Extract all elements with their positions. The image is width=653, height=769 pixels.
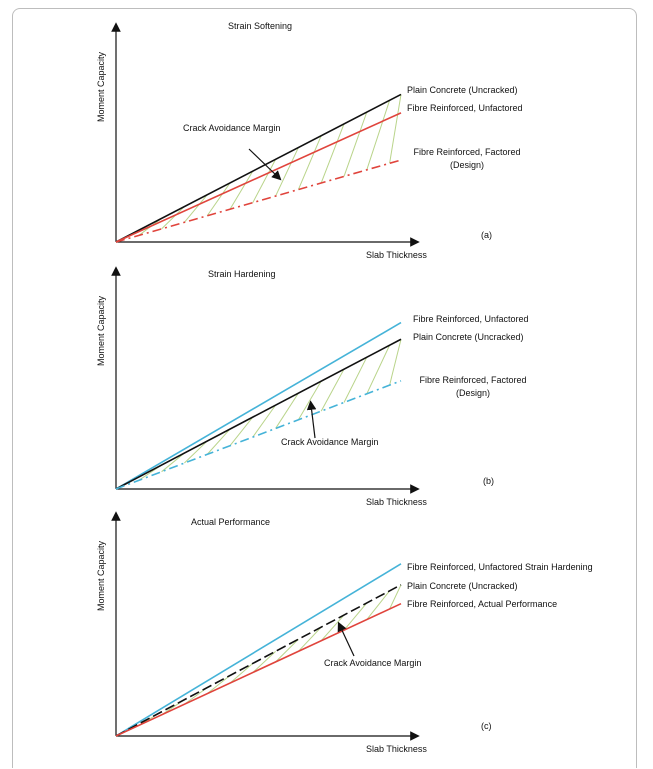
hatch-line: [320, 614, 345, 642]
crack-avoidance-hatch: [138, 94, 402, 236]
hatch-line: [229, 416, 254, 447]
hatch-line: [184, 194, 208, 223]
hatch-line: [366, 100, 391, 170]
series-label: Plain Concrete (Uncracked): [407, 85, 518, 95]
chart-canvas: Plain Concrete (Uncracked)Fibre Reinforc…: [96, 21, 593, 754]
hatch-line: [252, 404, 277, 438]
figure-frame: Plain Concrete (Uncracked) Fibre Reinforc…: [12, 8, 637, 768]
series-line-1: [115, 93, 402, 243]
annotation-label: Crack Avoidance Margin: [324, 658, 421, 668]
series-line-2: [115, 338, 402, 490]
hatch-line: [366, 590, 390, 620]
series-label: (Design): [456, 388, 490, 398]
series-label: Fibre Reinforced, Unfactored Strain Hard…: [407, 562, 593, 572]
chart-title: Strain Softening: [228, 21, 292, 31]
panel-label: (c): [481, 721, 492, 731]
hatch-line: [389, 339, 402, 386]
hatch-line: [161, 206, 185, 230]
hatch-line: [275, 392, 299, 429]
hatch-line: [275, 147, 299, 197]
hatch-line: [320, 368, 345, 412]
series-label: (Design): [450, 160, 484, 170]
hatch-line: [298, 626, 322, 652]
chart-panel-b: Fibre Reinforced, Unfactored Plain Concre…: [96, 266, 529, 507]
x-axis-label: Slab Thickness: [366, 744, 427, 754]
chart-panel-a: Plain Concrete (Uncracked) Fibre Reinforc…: [96, 21, 523, 260]
series-line-1: [115, 321, 402, 490]
hatch-line: [206, 428, 231, 455]
series-label: Fibre Reinforced, Factored: [413, 147, 520, 157]
chart-title: Actual Performance: [191, 517, 270, 527]
hatch-line: [229, 170, 254, 210]
x-axis-label: Slab Thickness: [366, 250, 427, 260]
hatch-line: [275, 638, 299, 663]
x-axis-label: Slab Thickness: [366, 497, 427, 507]
hatch-line: [389, 584, 402, 610]
series-label: Plain Concrete (Uncracked): [407, 581, 518, 591]
series-line-3: [115, 602, 402, 737]
series-label: Fibre Reinforced, Actual Performance: [407, 599, 557, 609]
y-axis-label: Moment Capacity: [96, 51, 106, 122]
series-line-2: [115, 584, 402, 737]
series-line-3: [115, 380, 402, 490]
hatch-line: [320, 123, 345, 184]
hatch-line: [206, 675, 231, 695]
chart-title: Strain Hardening: [208, 269, 276, 279]
y-axis-label: Moment Capacity: [96, 295, 106, 366]
chart-panel-c: Fibre Reinforced, Unfactored Strain Hard…: [96, 511, 593, 754]
hatch-line: [343, 111, 368, 177]
hatch-line: [343, 602, 368, 631]
hatch-line: [389, 94, 402, 164]
annotation-arrow: [248, 148, 282, 181]
hatch-line: [161, 452, 185, 473]
series-line-2: [115, 112, 402, 243]
hatch-line: [343, 356, 368, 403]
hatch-line: [184, 440, 208, 464]
annotation-label: Crack Avoidance Margin: [183, 123, 280, 133]
crack-avoidance-hatch: [138, 584, 402, 726]
series-label: Fibre Reinforced, Unfactored: [407, 103, 523, 113]
hatch-line: [252, 159, 277, 203]
annotation-label: Crack Avoidance Margin: [281, 437, 378, 447]
hatch-line: [252, 650, 276, 673]
y-axis-label: Moment Capacity: [96, 540, 106, 611]
hatch-line: [297, 135, 322, 190]
annotation-arrow: [306, 400, 317, 439]
hatch-line: [366, 345, 391, 395]
series-label: Plain Concrete (Uncracked): [413, 332, 524, 342]
hatch-line: [229, 663, 254, 684]
panel-label: (b): [483, 476, 494, 486]
series-line-1: [115, 563, 402, 737]
series-label: Fibre Reinforced, Factored: [419, 375, 526, 385]
annotation-arrow: [337, 621, 355, 657]
hatch-line: [206, 182, 231, 217]
crack-avoidance-hatch: [138, 339, 402, 481]
series-label: Fibre Reinforced, Unfactored: [413, 314, 529, 324]
series-line-3: [115, 159, 402, 243]
panel-label: (a): [481, 230, 492, 240]
